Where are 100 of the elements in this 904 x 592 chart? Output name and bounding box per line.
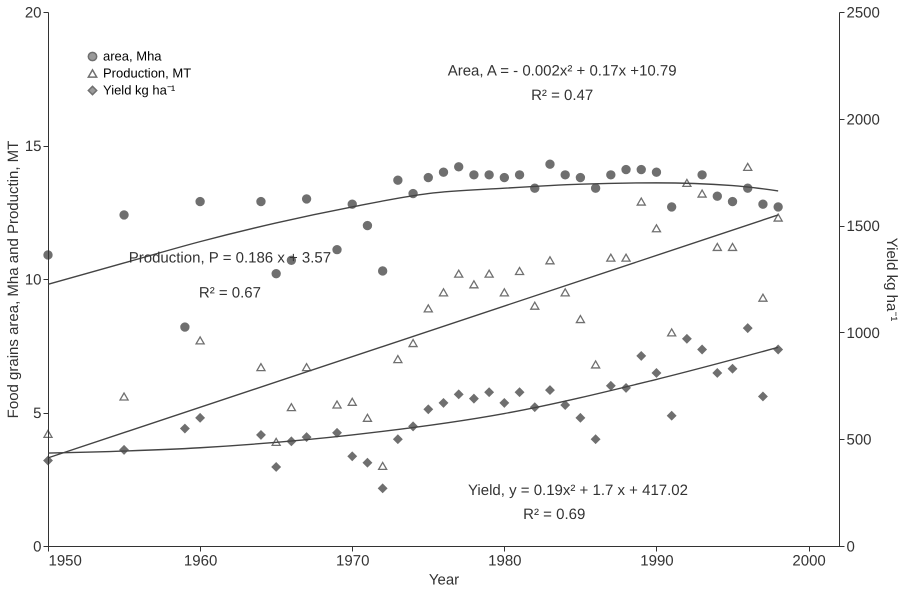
point: [728, 364, 738, 374]
x-axis-title: Year: [428, 572, 460, 588]
point: [408, 338, 418, 348]
point: [195, 413, 205, 423]
point: [606, 170, 616, 180]
point: [514, 170, 524, 180]
point: [454, 390, 464, 400]
y-axis-title: Food grains area, Mha and Productin, MT: [4, 140, 22, 418]
point: [362, 220, 372, 230]
point: [332, 428, 342, 438]
point: [424, 404, 433, 414]
point: [758, 294, 768, 302]
point: [743, 323, 752, 333]
point: [484, 388, 494, 397]
point: [393, 176, 403, 185]
point: [43, 250, 53, 260]
point: [590, 184, 600, 193]
point: [530, 302, 540, 310]
point: [43, 430, 53, 438]
point: [728, 242, 738, 252]
y2-tick-label: 1000: [846, 324, 880, 342]
point: [256, 196, 266, 206]
point: [484, 170, 494, 180]
point: [636, 197, 646, 206]
point: [180, 424, 190, 434]
y-tick-label: 20: [24, 4, 42, 22]
point: [362, 414, 372, 422]
point: [302, 362, 312, 372]
point: [758, 200, 768, 209]
legend-label: Production, MT: [103, 66, 192, 80]
point: [348, 398, 357, 406]
annotation: R² = 0.67: [198, 284, 261, 302]
point: [712, 242, 722, 252]
point: [469, 170, 479, 180]
point: [560, 170, 570, 180]
point: [514, 266, 524, 276]
point: [393, 354, 403, 364]
point: [545, 385, 555, 395]
annotation: Yield, y = 0.19x² + 1.7 x + 417.02: [468, 482, 688, 499]
point: [43, 456, 53, 466]
point: [438, 288, 448, 296]
y2-tick-label: 1500: [846, 218, 880, 236]
point: [271, 438, 281, 446]
x-tick-label: 2000: [792, 552, 826, 570]
point: [666, 202, 676, 212]
x-tick-label: 1970: [336, 552, 370, 570]
point: [393, 434, 403, 444]
point: [271, 268, 281, 278]
annotation: Area, A = - 0.002x² + 0.17x +10.79: [448, 62, 677, 80]
y-tick-label: 10: [24, 272, 42, 288]
point: [469, 394, 479, 404]
point: [606, 254, 616, 262]
point: [712, 192, 722, 201]
point: [454, 270, 464, 278]
point: [348, 452, 357, 461]
point: [636, 164, 646, 174]
point: [773, 344, 783, 354]
point: [271, 462, 281, 472]
point: [119, 210, 129, 220]
point: [682, 334, 692, 344]
point: [438, 168, 448, 177]
point: [576, 314, 586, 324]
point: [378, 484, 388, 494]
point: [195, 196, 205, 206]
point: [454, 162, 464, 172]
y2-tick-label: 0: [846, 538, 855, 556]
y2-axis-title: Yield kg ha⁻¹: [882, 238, 900, 322]
point: [773, 202, 783, 212]
point: [378, 266, 388, 276]
x-tick-label: 1960: [184, 552, 218, 570]
point: [712, 368, 722, 378]
y2-tick-label: 500: [846, 432, 872, 449]
point: [256, 362, 266, 372]
point: [560, 400, 570, 410]
point: [286, 403, 296, 412]
point: [621, 164, 631, 174]
point: [545, 256, 555, 264]
point: [652, 368, 662, 378]
point: [545, 160, 555, 169]
x-tick-label: 1980: [488, 552, 522, 570]
point: [119, 392, 129, 401]
point: [758, 392, 768, 402]
point: [606, 381, 616, 390]
point: [378, 462, 388, 470]
point: [652, 224, 662, 232]
point: [438, 398, 448, 408]
point: [500, 172, 510, 182]
point: [590, 360, 600, 369]
point: [576, 413, 586, 423]
point: [195, 336, 205, 345]
x-tick-label: 1950: [48, 552, 82, 570]
line-series: [47, 182, 779, 286]
point: [302, 194, 312, 204]
y-tick-label: 0: [33, 538, 42, 556]
point: [697, 344, 707, 354]
x-tick-label: 1990: [640, 552, 674, 570]
point: [743, 162, 752, 171]
point: [652, 168, 662, 177]
point: [728, 196, 738, 206]
point: [697, 170, 707, 180]
